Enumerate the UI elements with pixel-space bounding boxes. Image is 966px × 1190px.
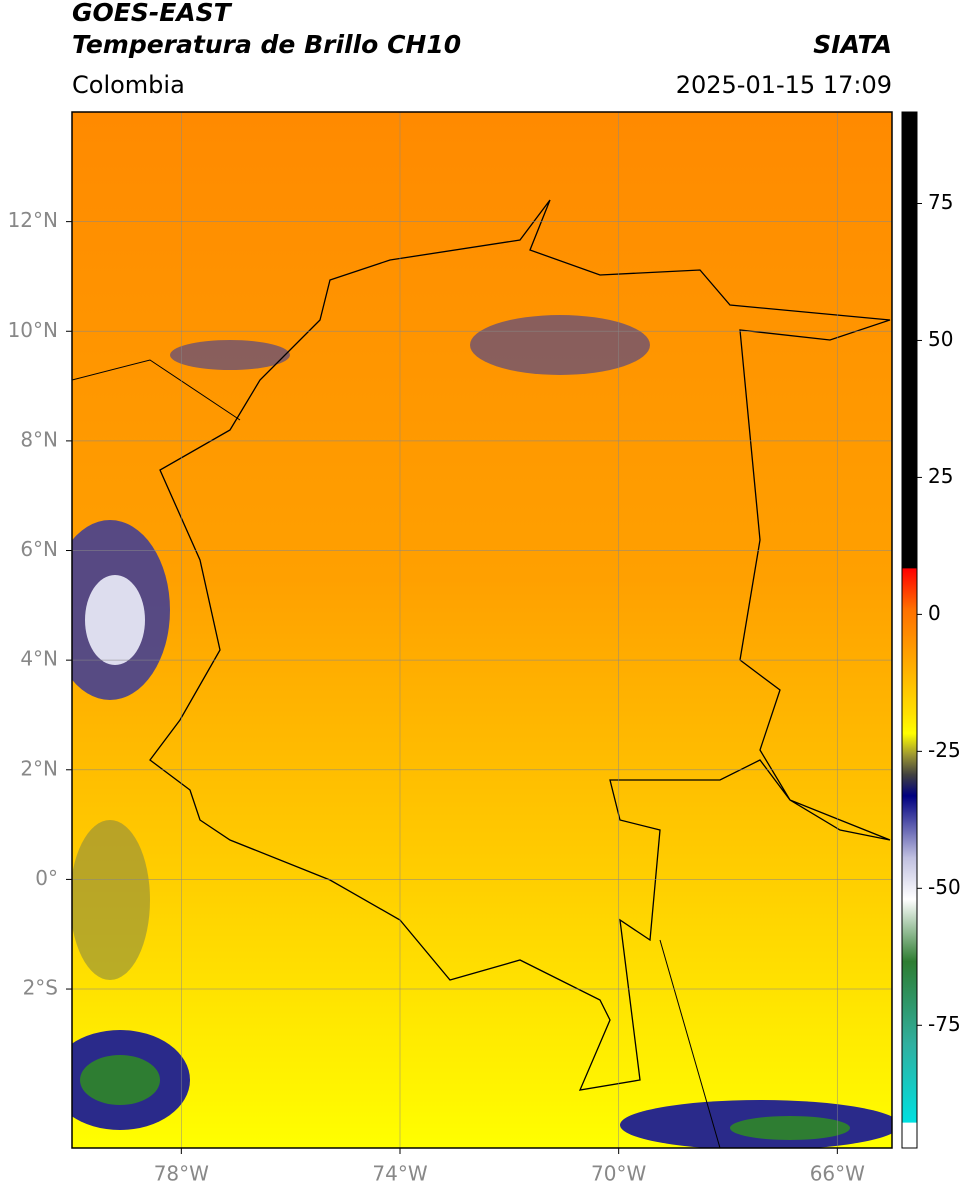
- cloud: [80, 1055, 160, 1105]
- x-tick-label: 78°W: [154, 1162, 209, 1186]
- cloud: [72, 820, 150, 980]
- colorbar-tick-label: 0: [928, 601, 941, 625]
- satellite-image: [72, 112, 892, 1148]
- y-tick-label: 4°N: [20, 647, 58, 671]
- colorbar: [901, 111, 918, 1149]
- y-tick-label: 0°: [35, 866, 58, 890]
- x-tick-label: 70°W: [591, 1162, 646, 1186]
- country-border: [149, 199, 891, 1091]
- image-background: [72, 112, 892, 1148]
- y-tick-label: 12°N: [8, 208, 58, 232]
- cloud: [85, 575, 145, 665]
- colorbar-tick-label: -75: [928, 1012, 961, 1036]
- cloud: [730, 1116, 850, 1140]
- x-tick-label: 74°W: [372, 1162, 427, 1186]
- colorbar-tick-label: -25: [928, 738, 961, 762]
- datetime: 2025-01-15 17:09: [676, 71, 892, 99]
- cloud: [170, 340, 290, 370]
- grid: [72, 112, 892, 1148]
- y-tick-label: 6°N: [20, 537, 58, 561]
- y-tick-label: 8°N: [20, 427, 58, 451]
- x-tick-label: 66°W: [810, 1162, 865, 1186]
- title: GOES-EAST: [72, 0, 233, 27]
- y-tick-label: 10°N: [8, 318, 58, 342]
- colorbar-tick-label: -50: [928, 875, 961, 899]
- source: SIATA: [813, 30, 892, 59]
- colorbar-tick-label: 25: [928, 464, 953, 488]
- colorbar-tick-label: 50: [928, 327, 953, 351]
- border: [72, 359, 721, 1148]
- cloud: [470, 315, 650, 375]
- subtitle: Temperatura de Brillo CH10: [72, 30, 461, 59]
- region: Colombia: [72, 71, 185, 99]
- y-tick-label: 2°N: [20, 756, 58, 780]
- y-tick-label: 2°S: [23, 976, 58, 1000]
- colorbar-tick-label: 75: [928, 190, 953, 214]
- map-frame: [71, 111, 893, 1149]
